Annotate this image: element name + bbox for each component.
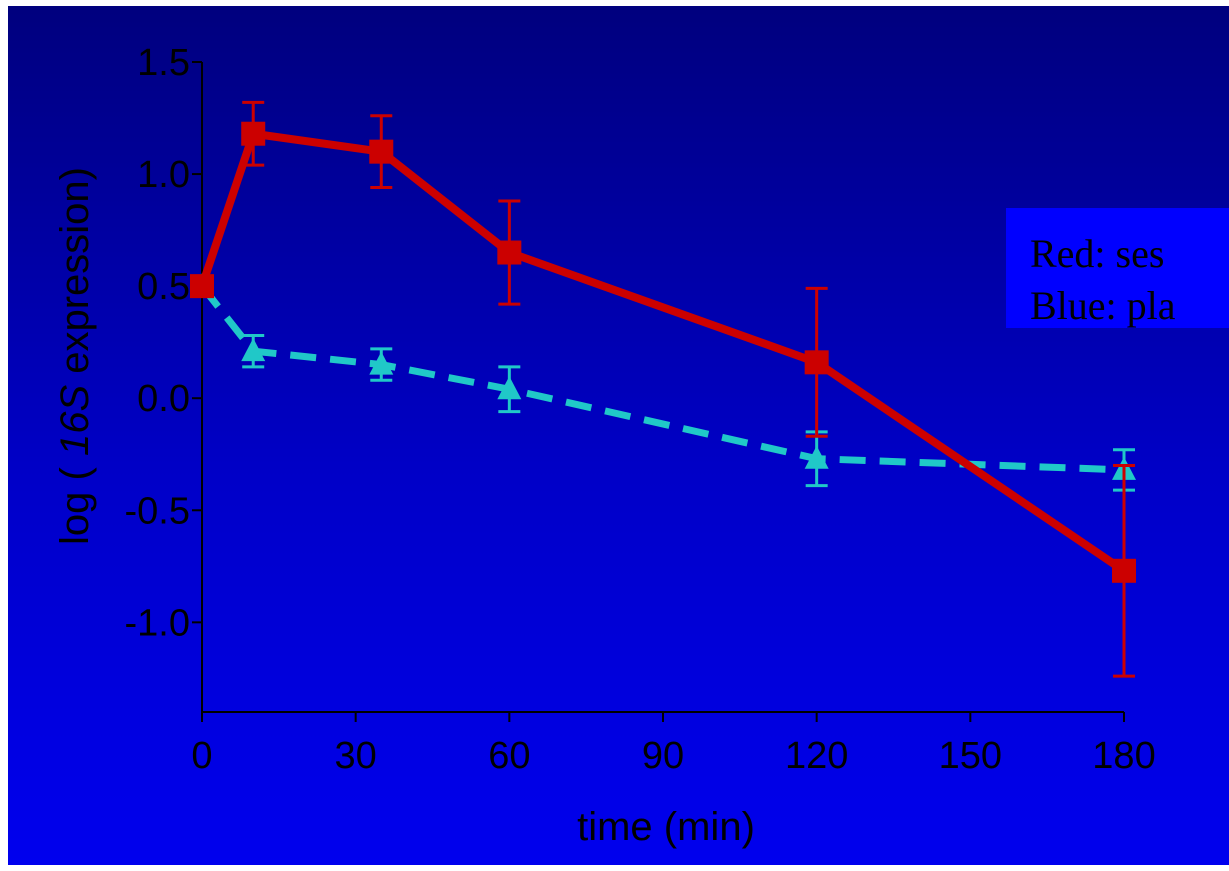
data-point-triangle [241, 338, 266, 362]
legend-line-red: Red: ses [1030, 231, 1165, 276]
data-point-square [190, 274, 214, 299]
series-layer [190, 100, 1136, 678]
chart-frame: 1.5 1.0 0.5 0.0 -0.5 -1.0 0 30 60 90 120 150 180 tim… [8, 6, 1229, 865]
series-square [190, 100, 1136, 678]
x-tick-label: 60 [488, 735, 530, 777]
data-point-square [369, 139, 394, 164]
data-point-square [497, 240, 522, 265]
y-tick-label: 1.5 [137, 42, 190, 84]
y-tick-label: -0.5 [125, 490, 190, 532]
line-chart: 1.5 1.0 0.5 0.0 -0.5 -1.0 0 30 60 90 120 150 180 tim… [53, 42, 1156, 849]
data-point-triangle [369, 351, 394, 375]
data-point-triangle [497, 376, 522, 400]
x-tick-label: 0 [191, 735, 212, 777]
legend-box: Red: ses Blue: pla [1006, 208, 1229, 328]
y-tick-label: 1.0 [137, 154, 190, 196]
y-tick-label: -1.0 [125, 602, 190, 644]
y-axis-title-part-3: expression) [53, 167, 97, 385]
y-tick-label: 0.5 [137, 266, 190, 308]
x-tick-label: 30 [335, 735, 377, 777]
data-point-triangle [804, 445, 829, 469]
x-tick-label: 180 [1092, 735, 1155, 777]
data-point-square [1112, 558, 1136, 583]
series-line [198, 129, 1127, 575]
data-point-square [241, 121, 266, 146]
axes: 1.5 1.0 0.5 0.0 -0.5 -1.0 0 30 60 90 120 150 180 [125, 42, 1156, 777]
x-tick-label: 90 [642, 735, 684, 777]
x-axis-title: time (min) [577, 805, 755, 849]
x-tick-label: 120 [785, 735, 848, 777]
y-axis-title: log ( 16S expression) [53, 167, 97, 545]
x-tick-label: 150 [939, 735, 1002, 777]
y-tick-label: 0.0 [137, 378, 190, 420]
legend-line-blue: Blue: pla [1030, 283, 1176, 328]
y-axis-title-part-1: log ( [53, 456, 97, 545]
data-point-square [804, 350, 829, 375]
y-axis-title-part-2: 16S [53, 385, 97, 456]
series-line [199, 283, 1125, 474]
